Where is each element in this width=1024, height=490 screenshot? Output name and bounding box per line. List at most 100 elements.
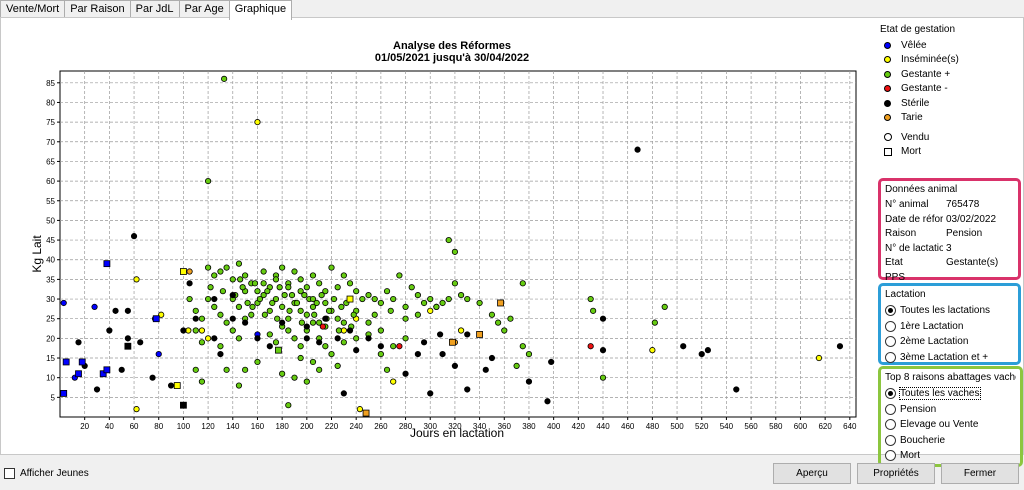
- data-point: [334, 315, 341, 322]
- apercu-button[interactable]: Aperçu: [773, 463, 851, 484]
- tab-bar: Vente/Mort Par Raison Par JdL Par Age Gr…: [0, 0, 293, 20]
- data-point: [288, 292, 296, 299]
- mort-data-point: [62, 358, 70, 366]
- data-point: [322, 343, 329, 350]
- animal-data-key: PPS: [885, 271, 906, 283]
- mort-data-point: [449, 338, 456, 346]
- top8-title: Top 8 raisons abattages vaches lait: [885, 372, 1016, 383]
- lactation-option[interactable]: 3ème Lactation et +: [885, 350, 1014, 366]
- radio-button-icon[interactable]: [885, 403, 896, 415]
- data-point: [221, 75, 228, 82]
- radio-button-icon[interactable]: [885, 305, 896, 317]
- data-point: [353, 288, 360, 295]
- mort-data-point: [346, 295, 354, 303]
- data-point: [457, 292, 465, 299]
- data-point: [112, 307, 119, 314]
- x-tick-label: 340: [473, 422, 487, 431]
- data-point: [186, 280, 193, 287]
- data-point: [698, 350, 705, 358]
- lactation-box: Lactation Toutes les lactations 1ère Lact…: [878, 283, 1021, 365]
- data-point: [260, 280, 267, 287]
- radio-button-icon[interactable]: [885, 351, 896, 363]
- data-point: [272, 295, 280, 303]
- animal-data-row: Raison Pension: [885, 227, 1014, 242]
- fermer-button[interactable]: Fermer: [941, 463, 1019, 484]
- data-point: [396, 272, 403, 279]
- tab-par-jdl[interactable]: Par JdL: [129, 0, 180, 18]
- top8-option[interactable]: Boucherie: [885, 433, 1016, 449]
- data-point: [235, 303, 243, 311]
- data-point: [130, 233, 138, 240]
- data-point: [60, 299, 67, 307]
- animal-data-row: N° de lactation3: [885, 242, 1014, 257]
- animal-data-key: Etat: [885, 257, 903, 268]
- scatter-chart[interactable]: Analyse des Réformes 01/05/2021 jusqu'à …: [2, 19, 872, 455]
- data-point: [346, 280, 354, 287]
- data-point: [356, 406, 363, 413]
- data-point: [269, 299, 276, 307]
- data-point: [242, 272, 249, 279]
- lactation-option[interactable]: Toutes les lactations: [885, 303, 1014, 319]
- tab-par-age[interactable]: Par Age: [178, 0, 230, 18]
- data-point: [254, 288, 261, 295]
- data-point: [217, 343, 224, 350]
- lactation-option[interactable]: 1ère Lactation: [885, 319, 1014, 335]
- data-point: [445, 295, 452, 303]
- tab-par-raison[interactable]: Par Raison: [64, 0, 131, 18]
- tab-vente-mort[interactable]: Vente/Mort: [0, 0, 66, 18]
- radio-button-icon[interactable]: [885, 450, 896, 462]
- lactation-option[interactable]: 2ème Lactation: [885, 334, 1014, 350]
- data-point: [316, 319, 323, 326]
- animal-data-row: N° animal 765478: [885, 198, 1014, 213]
- animal-data-value: 3: [946, 242, 952, 254]
- radio-button-icon[interactable]: [885, 434, 896, 446]
- data-point: [525, 378, 533, 385]
- data-point: [383, 288, 391, 295]
- x-tick-label: 440: [596, 422, 610, 431]
- checkbox-icon[interactable]: [4, 468, 15, 479]
- top8-option[interactable]: Mort: [885, 448, 1016, 464]
- x-tick-label: 60: [130, 422, 139, 431]
- tab-graphique[interactable]: Graphique: [228, 0, 293, 20]
- data-point: [340, 272, 347, 279]
- lactation-option-label: 1ère Lactation: [900, 320, 964, 332]
- afficher-jeunes-checkbox[interactable]: Afficher Jeunes: [4, 468, 89, 479]
- gestation-legend-title: Etat de gestation: [880, 24, 956, 35]
- mort-data-point: [275, 346, 282, 354]
- data-point: [309, 358, 317, 366]
- radio-button-icon[interactable]: [885, 419, 896, 431]
- y-tick-label: 60: [46, 177, 55, 186]
- y-tick-label: 20: [46, 334, 55, 343]
- data-point: [186, 295, 193, 303]
- data-point: [340, 390, 347, 397]
- legend-item-label: Vêlée: [901, 39, 927, 51]
- data-point: [133, 276, 140, 283]
- top8-option[interactable]: Pension: [885, 402, 1016, 418]
- data-point: [464, 295, 471, 303]
- data-point: [91, 303, 98, 311]
- data-point: [353, 347, 360, 354]
- top8-option[interactable]: Toutes les vaches: [885, 386, 1016, 402]
- data-point: [167, 382, 175, 389]
- data-point: [476, 299, 483, 307]
- animal-data-title: Données animal: [885, 184, 958, 195]
- data-point: [297, 307, 304, 314]
- radio-button-icon[interactable]: [885, 388, 896, 400]
- gestation-legend: Etat de gestation Vêlée Inséminée(s) Gesta…: [880, 24, 1022, 159]
- data-point: [211, 295, 218, 303]
- data-point: [276, 284, 283, 291]
- data-point: [427, 295, 434, 303]
- data-point: [303, 311, 310, 318]
- proprietes-button[interactable]: Propriétés: [857, 463, 935, 484]
- data-point: [281, 292, 288, 299]
- animal-data-key: Date de réform: [885, 213, 943, 225]
- data-point: [519, 343, 526, 350]
- top8-option[interactable]: Elevage ou Vente: [885, 417, 1016, 433]
- radio-button-icon[interactable]: [885, 336, 896, 348]
- x-tick-label: 280: [399, 422, 413, 431]
- radio-button-icon[interactable]: [885, 320, 896, 332]
- data-point: [211, 303, 218, 311]
- data-point: [106, 327, 113, 334]
- data-point: [433, 303, 440, 311]
